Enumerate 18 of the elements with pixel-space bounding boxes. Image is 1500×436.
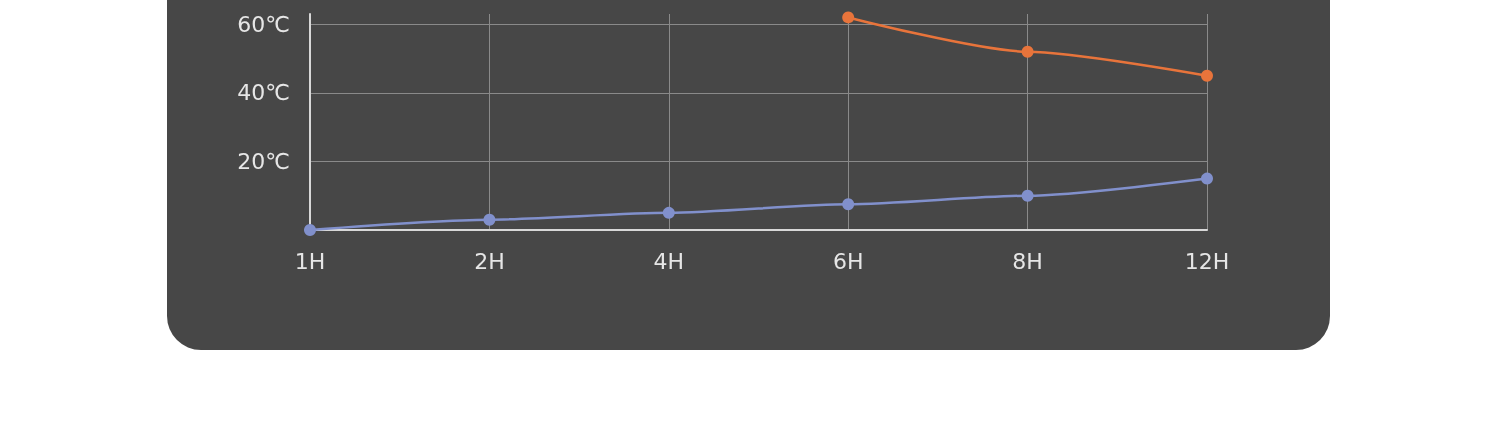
x-tick-label: 6H: [832, 248, 864, 274]
point: [662, 206, 675, 219]
point: [304, 224, 316, 236]
y-tick-label: 60℃: [237, 11, 290, 37]
x-tick-label: 1H: [294, 248, 326, 274]
x-tick-label: 12H: [1184, 248, 1230, 274]
x-tick-label: 4H: [653, 248, 685, 274]
point: [1021, 189, 1034, 202]
point: [842, 198, 855, 211]
point: [842, 11, 855, 24]
x-tick-label: 2H: [474, 248, 505, 274]
point: [1201, 172, 1213, 185]
y-tick-label: 40℃: [237, 80, 290, 106]
x-tick-label: 8H: [1012, 248, 1043, 274]
y-tick-label: 20℃: [237, 148, 290, 174]
point: [1201, 69, 1213, 82]
point: [483, 213, 496, 226]
point: [1021, 45, 1034, 58]
